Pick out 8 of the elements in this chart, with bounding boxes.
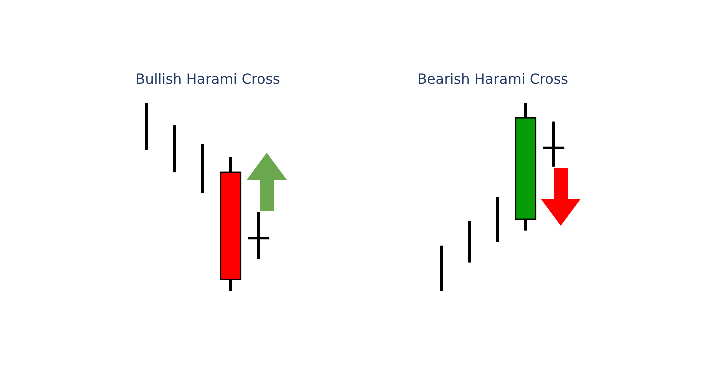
chart-title: Bullish Harami Cross	[134, 72, 282, 88]
chart-title: Bearish Harami Cross	[416, 72, 570, 88]
candlestick	[440, 246, 444, 291]
candlestick	[145, 103, 148, 150]
candlestick	[201, 144, 204, 194]
candlestick	[173, 126, 176, 173]
candlestick	[496, 197, 500, 242]
candlestick	[468, 221, 472, 263]
